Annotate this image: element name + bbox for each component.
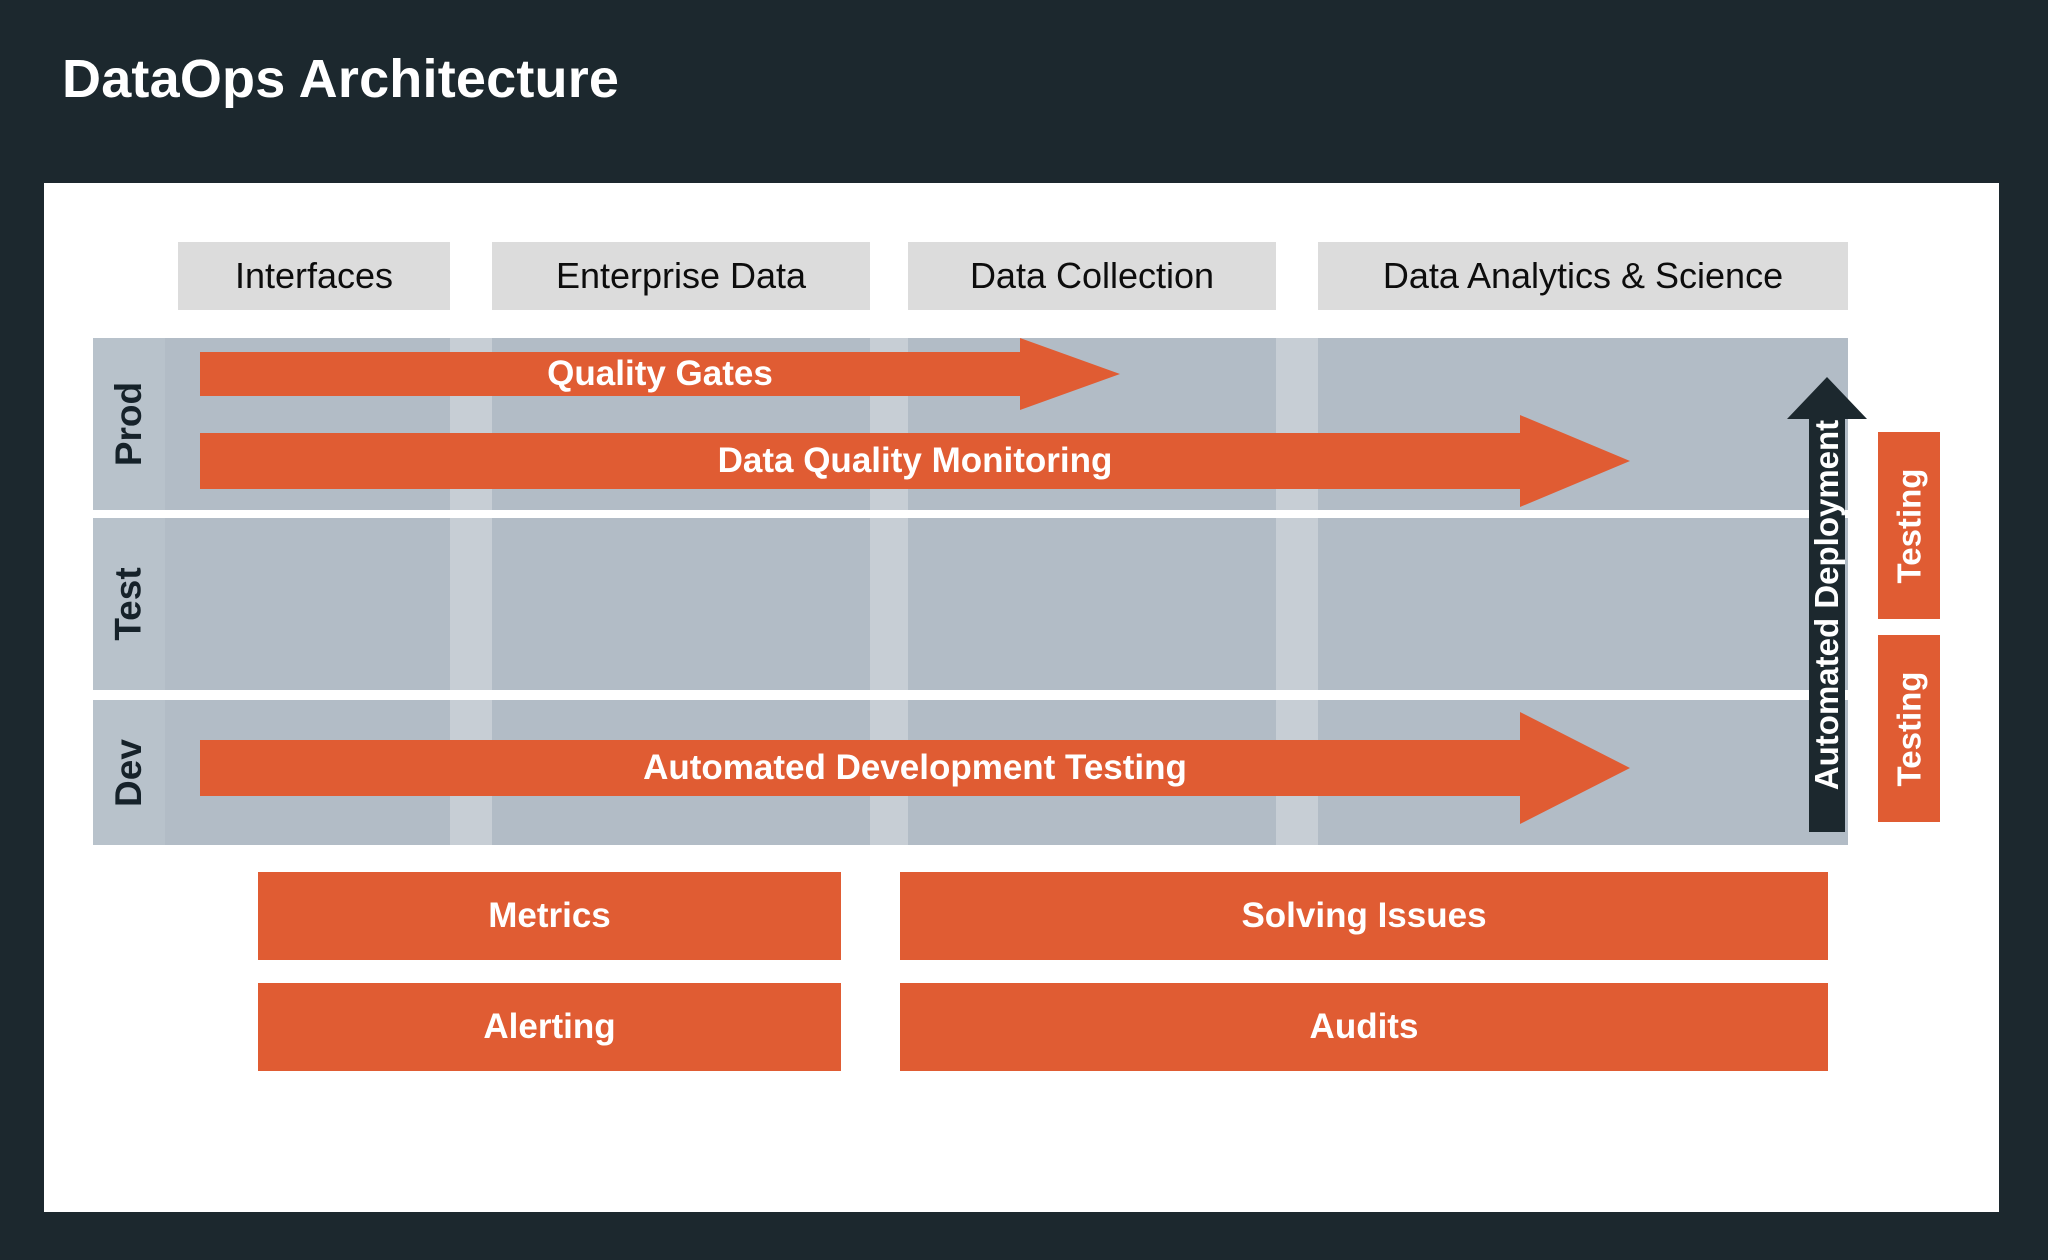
column-header-label: Data Analytics & Science <box>1382 255 1784 296</box>
column-separator-6 <box>1276 518 1318 690</box>
bottom-box-audits: Audits <box>900 983 1828 1071</box>
flow-arrow-quality-gates: Quality Gates <box>200 338 1120 410</box>
swimlane-test <box>93 518 1848 690</box>
testing-box-upper: Testing <box>1878 432 1940 619</box>
row-label-prod: Prod <box>93 338 165 510</box>
arrow-shape <box>1787 377 1867 832</box>
arrow-shape <box>200 415 1630 507</box>
testing-box-label: Testing <box>1890 468 1928 583</box>
column-separator-5 <box>870 518 908 690</box>
bottom-box-solving-issues: Solving Issues <box>900 872 1828 960</box>
row-label-text: Test <box>108 567 149 641</box>
testing-box-lower: Testing <box>1878 635 1940 822</box>
flow-arrow-automated-development-testing: Automated Development Testing <box>200 712 1630 824</box>
column-header-data-collection: Data Collection <box>908 242 1276 310</box>
column-header-label: Enterprise Data <box>555 255 807 296</box>
column-header-data-analytics-science: Data Analytics & Science <box>1318 242 1848 310</box>
column-header-interfaces: Interfaces <box>178 242 450 310</box>
column-header-label: Data Collection <box>969 255 1215 296</box>
column-separator-4 <box>450 518 492 690</box>
row-label-test: Test <box>93 518 165 690</box>
bottom-box-metrics: Metrics <box>258 872 841 960</box>
bottom-box-alerting: Alerting <box>258 983 841 1071</box>
row-label-text: Prod <box>108 381 149 467</box>
arrow-shape <box>200 712 1630 824</box>
arrow-shape <box>200 338 1120 410</box>
automated-deployment-arrow: Automated Deployment <box>1787 377 1867 832</box>
row-label-dev: Dev <box>93 700 165 845</box>
flow-arrow-data-quality-monitoring: Data Quality Monitoring <box>200 415 1630 507</box>
column-header-label: Interfaces <box>234 255 394 296</box>
testing-box-label: Testing <box>1890 671 1928 786</box>
row-label-text: Dev <box>107 738 149 807</box>
page-title: DataOps Architecture <box>62 49 620 109</box>
column-header-enterprise-data: Enterprise Data <box>492 242 870 310</box>
